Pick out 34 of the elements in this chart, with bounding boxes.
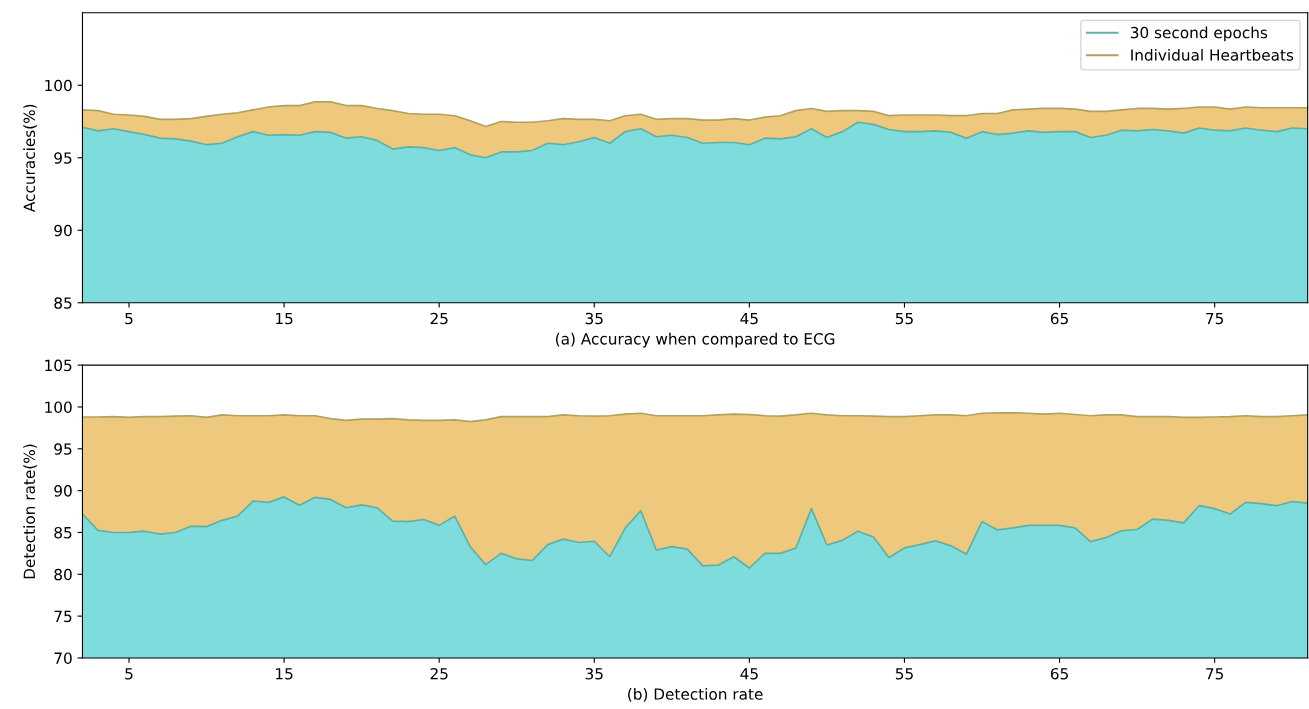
x-tick-label: 45 bbox=[740, 668, 758, 680]
y-tick-label: 95 bbox=[54, 443, 72, 455]
y-tick-label: 90 bbox=[54, 224, 72, 237]
x-tick-label: 55 bbox=[895, 312, 913, 325]
x-tick-label: 25 bbox=[430, 312, 448, 325]
y-tick-label: 85 bbox=[54, 297, 72, 309]
x-tick-label: 5 bbox=[125, 312, 133, 325]
y-tick-label: 95 bbox=[54, 152, 72, 164]
y-tick-label: 80 bbox=[54, 568, 72, 581]
x-tick-label: 25 bbox=[430, 667, 448, 680]
x-tick-label: 15 bbox=[276, 668, 293, 680]
legend-label: Individual Heartbeats bbox=[1131, 48, 1294, 61]
x-axis-title: (b) Detection rate bbox=[628, 688, 763, 702]
y-tick-label: 75 bbox=[54, 610, 72, 623]
y-tick-label: 105 bbox=[45, 359, 72, 372]
x-tick-label: 55 bbox=[895, 668, 913, 680]
x-tick-label: 65 bbox=[1050, 312, 1068, 325]
y-tick-label: 70 bbox=[54, 652, 72, 664]
x-tick-label: 35 bbox=[585, 667, 603, 680]
x-tick-label: 75 bbox=[1206, 668, 1224, 680]
y-axis-title: Detection rate(%) bbox=[23, 444, 37, 579]
x-tick-label: 65 bbox=[1050, 667, 1068, 680]
x-tick-label: 35 bbox=[585, 312, 603, 325]
y-tick-label: 85 bbox=[54, 526, 72, 539]
legend-label: 30 second epochs bbox=[1130, 26, 1268, 42]
x-tick-label: 45 bbox=[740, 312, 758, 325]
y-tick-label: 90 bbox=[54, 485, 72, 497]
x-tick-label: 75 bbox=[1206, 312, 1224, 325]
y-tick-label: 100 bbox=[45, 401, 72, 413]
x-tick-label: 5 bbox=[125, 668, 133, 680]
y-tick-label: 100 bbox=[45, 79, 72, 92]
x-tick-label: 15 bbox=[276, 312, 293, 325]
y-axis-title: Accuracies(%) bbox=[23, 104, 37, 213]
x-axis-title: (a) Accuracy when compared to ECG bbox=[555, 332, 835, 348]
